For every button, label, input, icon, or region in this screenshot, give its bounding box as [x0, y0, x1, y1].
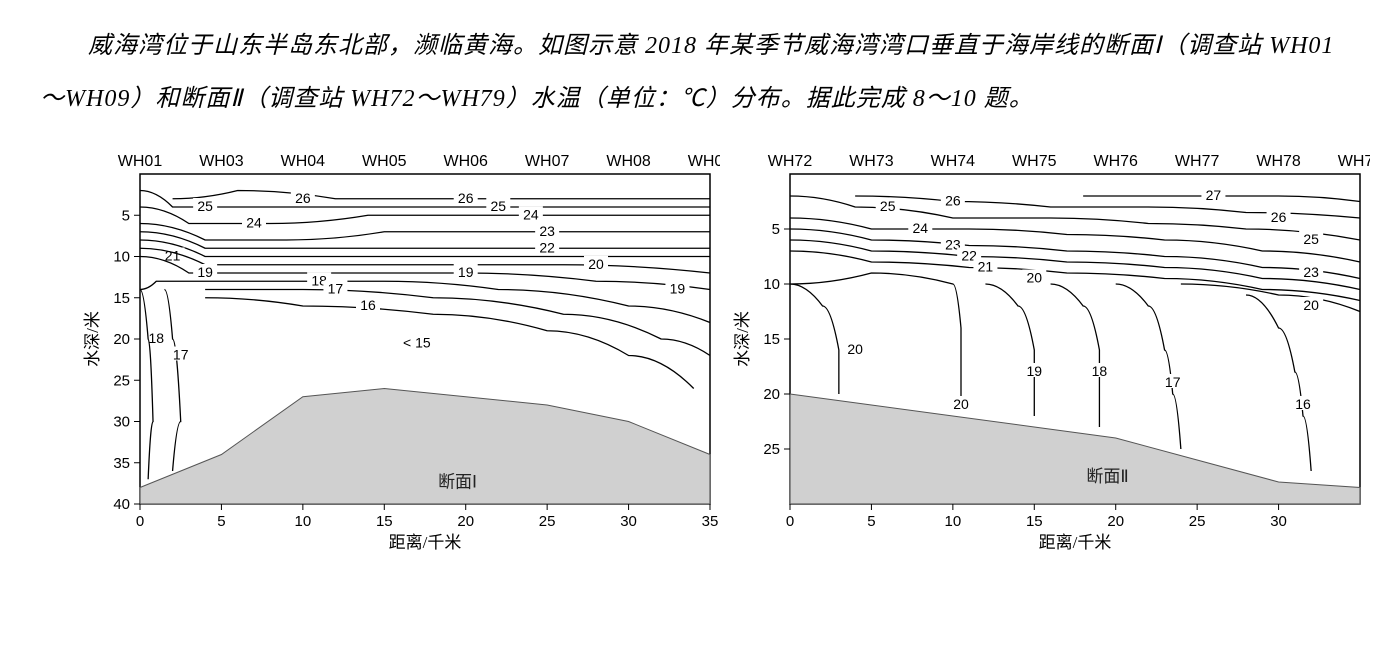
- svg-text:25: 25: [763, 441, 780, 458]
- svg-text:25: 25: [1189, 513, 1206, 530]
- svg-text:18: 18: [148, 330, 164, 346]
- svg-text:5: 5: [772, 221, 780, 238]
- svg-text:25: 25: [490, 198, 506, 214]
- svg-text:20: 20: [1303, 297, 1319, 313]
- svg-text:20: 20: [953, 396, 969, 412]
- svg-text:20: 20: [457, 513, 474, 530]
- svg-text:0: 0: [786, 513, 794, 530]
- svg-text:水深/米: 水深/米: [733, 311, 752, 367]
- svg-text:25: 25: [880, 198, 896, 214]
- svg-text:WH05: WH05: [362, 153, 407, 170]
- svg-text:18: 18: [1092, 363, 1108, 379]
- svg-text:23: 23: [1303, 264, 1319, 280]
- svg-text:水深/米: 水深/米: [83, 311, 102, 367]
- svg-text:WH09: WH09: [688, 153, 720, 170]
- svg-text:10: 10: [113, 248, 130, 265]
- svg-text:24: 24: [246, 214, 262, 230]
- svg-text:24: 24: [523, 206, 539, 222]
- svg-text:WH73: WH73: [849, 153, 894, 170]
- svg-text:23: 23: [539, 222, 555, 238]
- svg-text:30: 30: [620, 513, 637, 530]
- svg-text:< 15: < 15: [403, 334, 431, 350]
- chart-section-2: 272626252524232322212020201918171620断面Ⅱ0…: [730, 144, 1370, 554]
- chart-1-svg: 262625252424232221201919191818171716< 15…: [80, 144, 720, 554]
- svg-text:35: 35: [702, 513, 719, 530]
- svg-text:21: 21: [978, 258, 994, 274]
- svg-text:19: 19: [670, 280, 686, 296]
- question-passage: 威海湾位于山东半岛东北部，濒临黄海。如图示意 2018 年某季节威海湾湾口垂直于…: [40, 20, 1339, 126]
- svg-text:10: 10: [295, 513, 312, 530]
- svg-text:20: 20: [1026, 269, 1042, 285]
- svg-text:20: 20: [847, 341, 863, 357]
- svg-text:26: 26: [1271, 209, 1287, 225]
- svg-text:17: 17: [173, 346, 189, 362]
- svg-text:距离/千米: 距离/千米: [1039, 533, 1112, 552]
- svg-text:25: 25: [1303, 231, 1319, 247]
- svg-text:WH07: WH07: [525, 153, 570, 170]
- svg-text:19: 19: [197, 264, 213, 280]
- svg-text:19: 19: [1026, 363, 1042, 379]
- svg-text:0: 0: [136, 513, 144, 530]
- svg-text:WH75: WH75: [1012, 153, 1057, 170]
- svg-text:15: 15: [763, 331, 780, 348]
- svg-text:10: 10: [945, 513, 962, 530]
- svg-text:WH77: WH77: [1175, 153, 1220, 170]
- chart-2-svg: 272626252524232322212020201918171620断面Ⅱ0…: [730, 144, 1370, 554]
- svg-text:20: 20: [113, 331, 130, 348]
- svg-text:WH01: WH01: [118, 153, 163, 170]
- svg-text:WH03: WH03: [199, 153, 244, 170]
- svg-text:WH79: WH79: [1338, 153, 1370, 170]
- svg-text:26: 26: [295, 189, 311, 205]
- svg-text:10: 10: [763, 276, 780, 293]
- chart-section-1: 262625252424232221201919191818171716< 15…: [80, 144, 720, 554]
- svg-text:5: 5: [867, 513, 875, 530]
- svg-text:30: 30: [113, 413, 130, 430]
- svg-text:26: 26: [458, 189, 474, 205]
- svg-text:断面Ⅱ: 断面Ⅱ: [1086, 467, 1128, 486]
- svg-text:19: 19: [458, 264, 474, 280]
- svg-text:16: 16: [360, 297, 376, 313]
- svg-text:WH76: WH76: [1093, 153, 1138, 170]
- svg-text:24: 24: [912, 220, 928, 236]
- svg-text:30: 30: [1270, 513, 1287, 530]
- svg-text:27: 27: [1206, 187, 1222, 203]
- figure-row: 262625252424232221201919191818171716< 15…: [40, 144, 1339, 554]
- svg-text:15: 15: [1026, 513, 1043, 530]
- svg-text:20: 20: [588, 255, 604, 271]
- svg-text:22: 22: [539, 239, 555, 255]
- svg-text:26: 26: [945, 192, 961, 208]
- svg-text:断面Ⅰ: 断面Ⅰ: [438, 472, 477, 491]
- svg-text:WH06: WH06: [443, 153, 488, 170]
- svg-text:15: 15: [376, 513, 393, 530]
- svg-text:20: 20: [1107, 513, 1124, 530]
- svg-text:40: 40: [113, 496, 130, 513]
- svg-text:5: 5: [217, 513, 225, 530]
- svg-text:WH78: WH78: [1256, 153, 1301, 170]
- svg-text:25: 25: [539, 513, 556, 530]
- svg-text:16: 16: [1295, 396, 1311, 412]
- svg-text:WH04: WH04: [281, 153, 326, 170]
- svg-text:25: 25: [197, 198, 213, 214]
- svg-text:17: 17: [328, 280, 344, 296]
- svg-text:WH72: WH72: [768, 153, 813, 170]
- svg-text:5: 5: [122, 207, 130, 224]
- svg-text:25: 25: [113, 372, 130, 389]
- svg-text:15: 15: [113, 289, 130, 306]
- svg-text:WH08: WH08: [606, 153, 651, 170]
- svg-text:WH74: WH74: [931, 153, 976, 170]
- svg-text:35: 35: [113, 454, 130, 471]
- svg-text:20: 20: [763, 386, 780, 403]
- svg-text:17: 17: [1165, 374, 1181, 390]
- svg-text:距离/千米: 距离/千米: [389, 533, 462, 552]
